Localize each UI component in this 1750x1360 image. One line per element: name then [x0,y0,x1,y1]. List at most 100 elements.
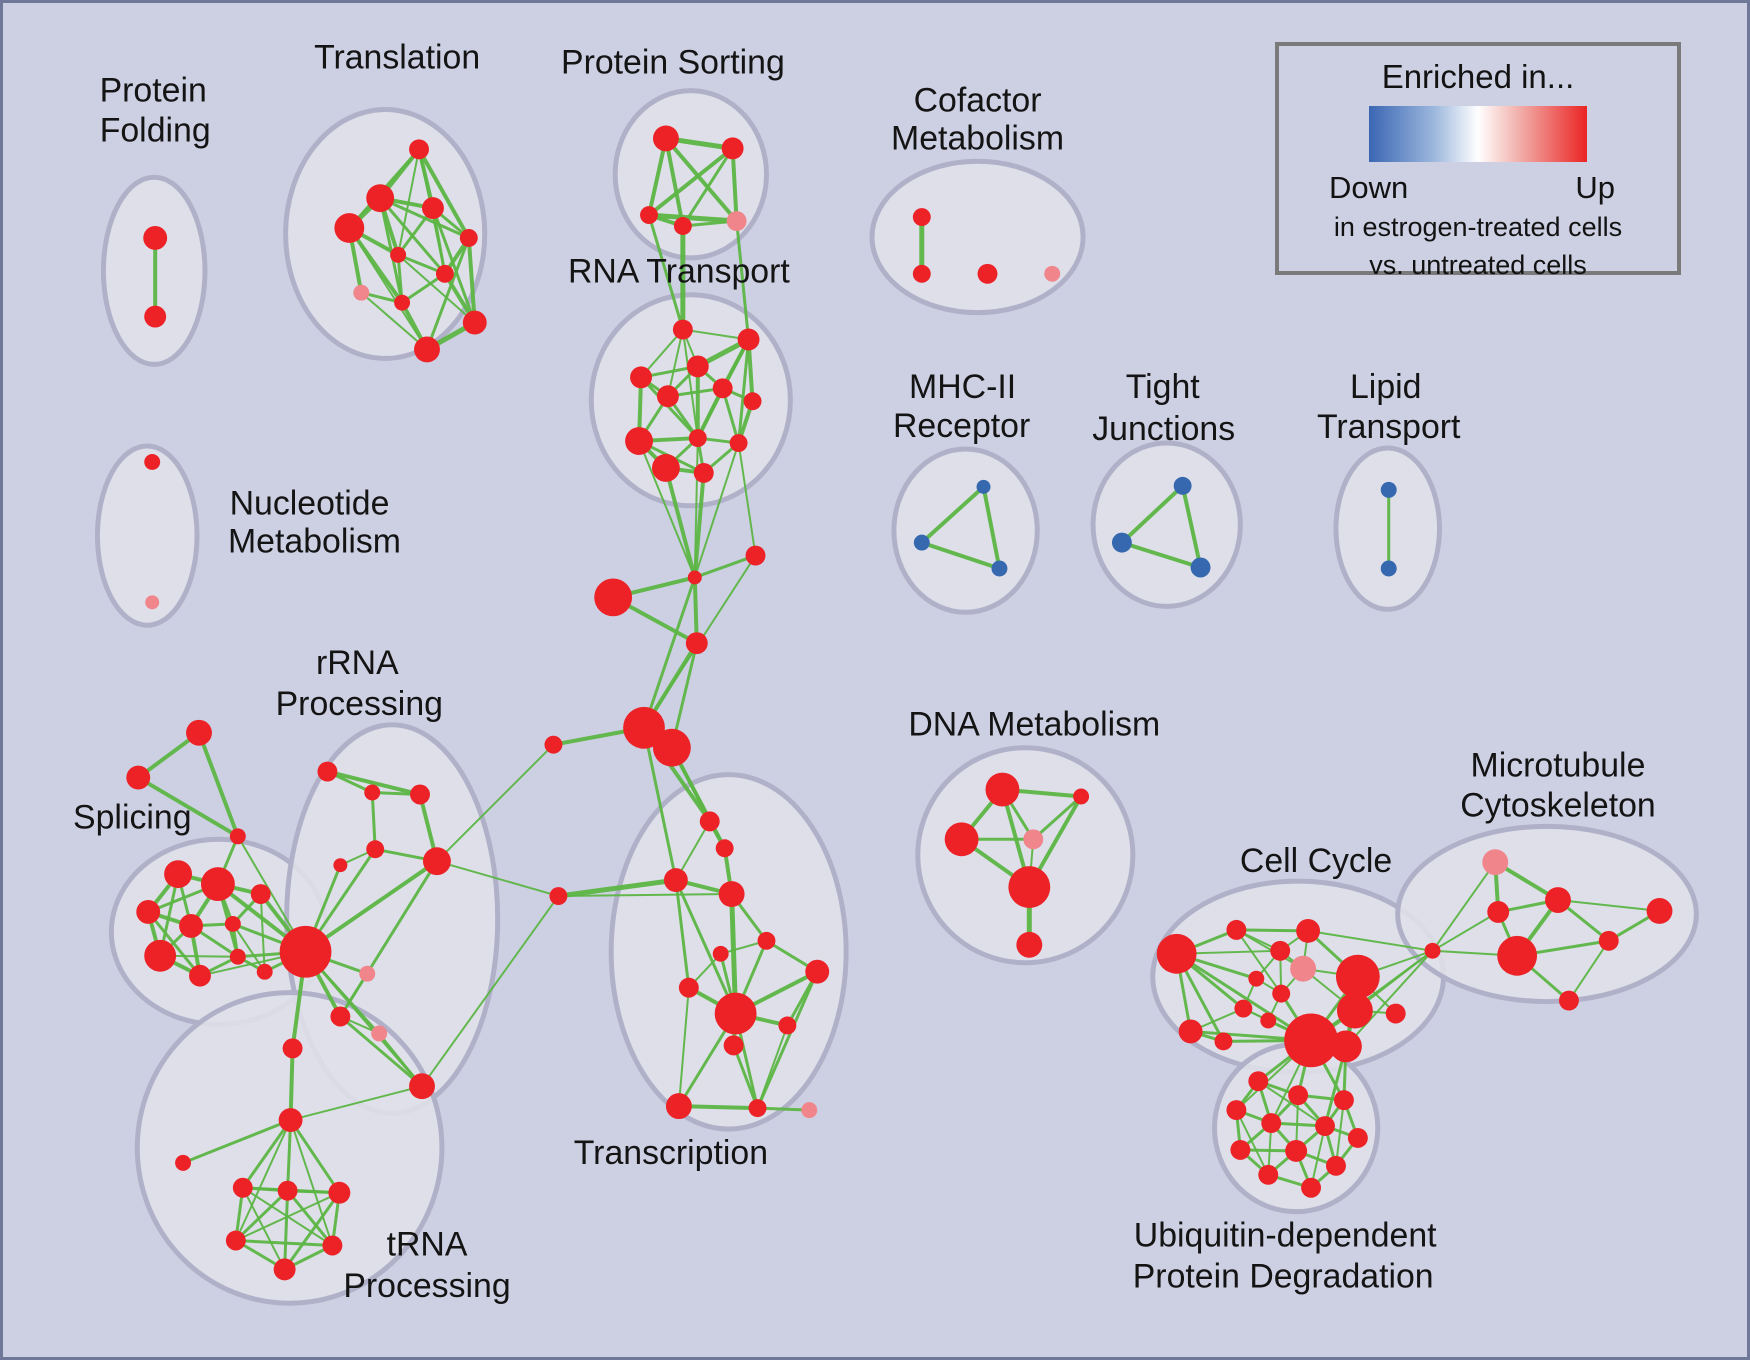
network-edge [1557,899,1660,912]
network-edge [664,467,697,578]
cluster-label-microtubule-2: Cytoskeleton [1460,786,1656,824]
network-edge [647,137,668,216]
network-node-tj2-blue [1111,532,1132,553]
network-node-c1-red [687,570,702,585]
network-edge [396,254,404,303]
network-node-cc5-pink [1290,955,1317,982]
network-node-d5-red [1008,866,1051,908]
network-node-rt2-red [737,328,760,351]
network-node-u6-red [273,1258,296,1281]
network-node-x9-red [714,992,757,1035]
network-edge [182,1118,292,1165]
network-node-s9-red [229,948,246,965]
network-edge [1307,929,1433,952]
network-edge [1236,928,1309,933]
network-edge [289,1119,341,1194]
network-node-s7-red [144,939,177,972]
network-node-ub11-red [1258,1164,1279,1185]
network-edge [693,442,740,578]
network-node-L1-red [175,1154,192,1171]
network-node-r4-red [366,840,385,859]
network-node-ps1-red [652,125,679,152]
network-edge [732,1044,759,1109]
network-node-ub6-red [1315,1116,1335,1136]
network-node-ps3-red [640,206,658,225]
network-node-d6-red [1016,931,1043,958]
network-edge [370,792,377,850]
cluster-label-lipid-2: Transport [1317,408,1461,446]
cluster-label-rna-transport: RNA Transport [568,253,790,291]
network-node-s3-red [250,884,271,905]
legend-box: Enriched in... Down Up in estrogen-treat… [1275,42,1681,280]
network-edge [259,894,266,972]
network-node-ub10-red [1326,1155,1346,1176]
network-node-cc10-red [1272,984,1291,1003]
network-node-cf4-pink [1044,265,1061,282]
network-edge [1235,1109,1270,1176]
network-edge [735,220,751,340]
cluster-label-cofactor-2: Metabolism [891,119,1064,157]
network-node-rt6-red [712,378,733,399]
network-edge [642,727,678,881]
network-node-s2-red [200,867,235,902]
network-node-x5-red [757,931,776,950]
network-edge [664,137,739,223]
network-node-rt7-red [743,392,762,411]
network-edge [648,212,737,224]
network-node-tr9-red [394,294,411,311]
network-node-cc11-red [1234,999,1253,1018]
network-edge [1032,795,1083,841]
network-edge [1121,540,1202,570]
network-node-r1-red [317,761,338,782]
network-node-tr1-red [409,139,429,160]
network-node-tr2-red [366,184,395,213]
network-node-x4-red [718,881,745,907]
network-edge [1120,484,1184,545]
network-node-rt8-red [625,427,653,455]
cluster-label-cofactor-1: Cofactor [914,81,1042,119]
network-edge [681,329,699,439]
network-edge [756,971,819,1109]
network-node-s8-red [189,964,211,987]
network-node-ub3-red [1333,1090,1354,1111]
network-edge [197,732,240,838]
network-node-tr10-red [462,310,487,335]
legend-down-label: Down [1329,170,1409,205]
network-node-m1-pink [1482,849,1509,876]
network-edge [289,1119,334,1246]
cluster-label-transcription: Transcription [574,1134,768,1172]
network-node-ub7-red [1347,1128,1368,1148]
network-node-pf1-red [143,226,168,250]
network-edge [639,376,699,440]
cluster-ellipse-nucleotide-metabolism [94,443,200,628]
network-edge [681,147,734,227]
network-node-s5-red [179,913,203,938]
cluster-ellipse-dna-metabolism [915,745,1136,966]
network-node-rt3-red [686,355,709,378]
cluster-ellipse-cofactor-metabolism [869,158,1086,316]
network-node-tr11-red [414,336,440,363]
network-node-m2-red [1545,887,1571,913]
network-node-rt10-red [729,434,748,453]
network-node-r7-red [279,925,332,978]
network-edge [304,859,439,954]
network-edge [436,744,555,862]
network-node-d2-red [1073,788,1090,805]
network-node-ub4-red [1226,1100,1247,1121]
network-node-cc13-red [1284,1013,1338,1068]
cluster-label-protein-folding-2: Folding [100,111,211,149]
network-node-cc2-red [1178,1019,1203,1044]
cluster-label-nucleotide-2: Metabolism [228,523,401,561]
network-node-r10-pink [371,1025,388,1042]
network-node-ps4-red [673,217,692,235]
network-edge [235,1239,333,1247]
cluster-label-translation: Translation [314,39,480,77]
network-node-cf1-red [912,208,931,227]
network-node-x6-red [712,945,729,962]
cluster-label-trna-1: tRNA [387,1225,468,1263]
network-node-cf3-red [977,263,998,284]
network-edge [694,554,757,579]
network-node-x12-red [665,1093,692,1120]
network-node-cc3-red [1226,919,1247,940]
